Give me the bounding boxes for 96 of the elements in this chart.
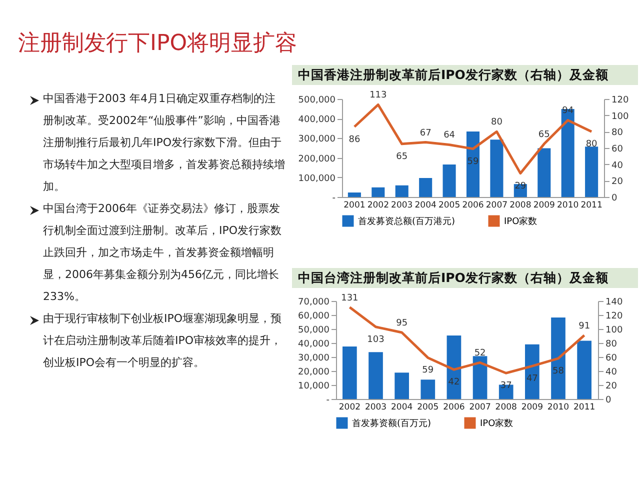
bar <box>394 372 409 399</box>
y2-tick-label: 60 <box>612 144 624 154</box>
y-tick-label: 10,000 <box>298 382 330 392</box>
x-tick-label: 2002 <box>338 402 361 412</box>
bar <box>472 356 488 399</box>
y-tick-label: 50,000 <box>298 326 330 336</box>
x-tick-label: 2004 <box>414 200 436 210</box>
y2-tick-label: 100 <box>612 112 629 122</box>
y-tick-label: 20,000 <box>298 368 330 378</box>
y-tick-label: 100,000 <box>298 174 336 184</box>
y-tick-label: 300,000 <box>298 134 336 145</box>
data-label: 52 <box>474 348 486 359</box>
x-tick-label: 2004 <box>391 402 413 412</box>
bar <box>585 146 598 197</box>
bar <box>419 178 432 197</box>
data-label: 86 <box>348 134 360 145</box>
x-tick-label: 2009 <box>533 200 555 210</box>
bar <box>466 132 480 197</box>
data-label: 59 <box>422 366 434 376</box>
bar <box>342 346 357 399</box>
x-tick-label: 2011 <box>580 200 602 210</box>
y-tick-label: 30,000 <box>298 354 330 364</box>
y2-tick-label: 60 <box>606 354 618 364</box>
y2-tick-label: 20 <box>612 177 624 188</box>
y-tick-label: 200,000 <box>298 154 336 164</box>
x-tick-label: 2011 <box>573 402 596 412</box>
data-label: 113 <box>370 90 387 101</box>
data-label: 131 <box>341 293 358 304</box>
data-label: 65 <box>396 152 408 162</box>
data-label: 67 <box>420 128 432 138</box>
data-label: 42 <box>448 378 460 388</box>
x-tick-label: 2006 <box>443 402 465 412</box>
bar <box>577 340 592 399</box>
x-tick-label: 2008 <box>495 402 517 412</box>
bar <box>372 187 385 197</box>
y2-tick-label: 20 <box>606 382 618 392</box>
x-tick-label: 2001 <box>344 200 366 210</box>
y-tick-label: 40,000 <box>298 340 330 350</box>
bar <box>538 148 551 197</box>
x-tick-label: 2008 <box>510 200 532 210</box>
data-label: 65 <box>538 130 550 140</box>
x-tick-label: 2002 <box>367 200 389 210</box>
legend-label: 首发募资总额(百万港元) <box>358 216 456 227</box>
data-label: 59 <box>467 156 479 167</box>
data-label: 58 <box>552 366 564 376</box>
legend-label: 首发募资额(百万元) <box>352 418 432 429</box>
legend-label: IPO家数 <box>504 216 538 227</box>
chart-title: 中国台湾注册制改革前后IPO发行家数（右轴）及金额 <box>292 268 638 288</box>
bar <box>395 185 408 197</box>
x-tick-label: 2003 <box>391 200 413 210</box>
data-label: 91 <box>578 321 590 332</box>
text: 由于现行审核制下创业板IPO堰塞湖现象明显，预计在启动注册制改革后随着IPO审核效率的提升，创业板IPO会有一个明显的扩容。 <box>43 311 283 371</box>
y-tick-label: 500,000 <box>298 96 336 106</box>
bar <box>442 164 456 197</box>
legend-label: IPO家数 <box>480 418 514 429</box>
chart-title: 中国香港注册制改革前后IPO发行家数（右轴）及金额 <box>292 65 638 85</box>
data-label: 103 <box>367 334 384 345</box>
y-tick-label: - <box>326 396 330 406</box>
y-tick-label: 400,000 <box>298 115 336 126</box>
bar <box>490 140 504 197</box>
x-tick-label: 2010 <box>547 402 570 412</box>
x-tick-label: 2007 <box>469 402 491 412</box>
bar <box>368 352 383 399</box>
x-tick-label: 2007 <box>486 200 508 210</box>
y2-tick-label: 140 <box>606 298 623 308</box>
x-tick-label: 2005 <box>438 200 460 210</box>
text: 中国台湾于2006年《证券交易法》修订，股票发行机制全面过渡到注册制。改革后，IPO发行家数止跌回升，加之市场走牛，首发募资金额增幅明显，2006年募集金额分别为456亿元，同比增长233%。 <box>43 201 283 305</box>
y2-tick-label: 0 <box>612 194 618 204</box>
bar <box>525 344 540 399</box>
y-tick-label: 70,000 <box>298 298 330 308</box>
x-tick-label: 2010 <box>557 200 579 210</box>
data-label: 64 <box>444 130 456 141</box>
bar <box>551 318 566 399</box>
data-label: 47 <box>526 374 538 384</box>
text: 注册制发行下IPO将明显扩容 <box>18 30 298 58</box>
x-tick-label: 2005 <box>417 402 439 412</box>
data-label: 29 <box>514 181 526 192</box>
x-tick-label: 2003 <box>364 402 387 412</box>
data-label: 94 <box>562 106 574 116</box>
y-tick-label: - <box>332 194 336 204</box>
y2-tick-label: 0 <box>606 396 612 406</box>
data-label: 80 <box>490 118 503 128</box>
data-label: 95 <box>396 318 408 328</box>
y2-tick-label: 100 <box>606 326 623 336</box>
x-tick-label: 2006 <box>462 200 484 210</box>
y2-tick-label: 120 <box>612 96 629 106</box>
y2-tick-label: 120 <box>606 312 623 322</box>
y2-tick-label: 80 <box>612 128 624 138</box>
x-tick-label: 2009 <box>521 402 543 412</box>
bar <box>420 380 436 399</box>
bar <box>348 192 361 197</box>
y2-tick-label: 80 <box>606 340 618 350</box>
y2-tick-label: 40 <box>606 368 618 378</box>
y2-tick-label: 40 <box>612 160 624 171</box>
y-tick-label: 60,000 <box>298 312 330 322</box>
text: 中国香港于2003 年4月1日确定双重存档制的注册制改革。受2002年“仙股事件”影响，中国香港注册制推行后最初几年IPO发行家数下滑。但由于市场转牛加之大型项目增多，首发募资总额持续增加。 <box>43 91 285 195</box>
